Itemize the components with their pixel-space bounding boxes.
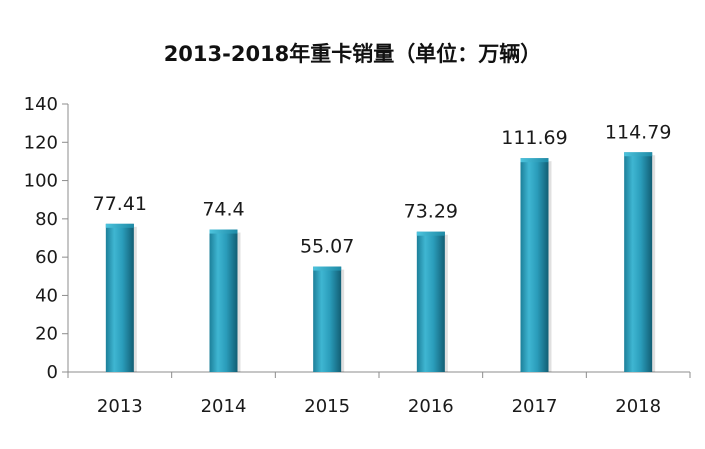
x-tick-label: 2015 [304, 396, 350, 417]
chart-title: 2013-2018年重卡销量（单位：万辆） [163, 42, 542, 66]
y-tick-label: 40 [35, 285, 58, 306]
chart-labels: 2013 77.41 2014 74.4 2015 55.07 2016 73.29 2017 1… [93, 121, 672, 417]
bar-2015 [313, 266, 342, 372]
bar-2016 [416, 231, 445, 372]
bar-2014 [209, 229, 238, 372]
x-tick-label: 2018 [615, 396, 661, 417]
bar-cap-2016 [416, 231, 445, 236]
data-label-2014: 74.4 [202, 199, 244, 221]
chart-axes: 0 20 40 60 80 100 120 140 [24, 94, 691, 383]
data-label-2017: 111.69 [501, 127, 567, 149]
y-tick-label: 0 [47, 362, 58, 383]
bar-2017 [520, 158, 549, 372]
bar-cap-2015 [313, 266, 342, 271]
data-label-2016: 73.29 [404, 201, 458, 223]
x-tick-label: 2016 [408, 396, 454, 417]
bar-cap-2017 [520, 158, 549, 163]
bar-cap-2018 [624, 152, 653, 157]
data-label-2018: 114.79 [605, 121, 671, 143]
chart-bars [105, 152, 656, 372]
bar-2013 [105, 223, 134, 372]
data-label-2015: 55.07 [300, 236, 354, 258]
y-tick-label: 120 [24, 132, 58, 153]
y-tick-label: 60 [35, 247, 58, 268]
x-tick-label: 2013 [97, 396, 143, 417]
bar-2018 [624, 152, 653, 372]
x-tick-label: 2014 [201, 396, 247, 417]
x-tick-label: 2017 [512, 396, 558, 417]
data-label-2013: 77.41 [93, 193, 147, 215]
y-tick-label: 20 [35, 324, 58, 345]
y-tick-label: 140 [24, 94, 58, 115]
y-tick-label: 100 [24, 171, 58, 192]
bar-cap-2013 [105, 223, 134, 228]
bar-cap-2014 [209, 229, 238, 234]
y-tick-label: 80 [35, 209, 58, 230]
